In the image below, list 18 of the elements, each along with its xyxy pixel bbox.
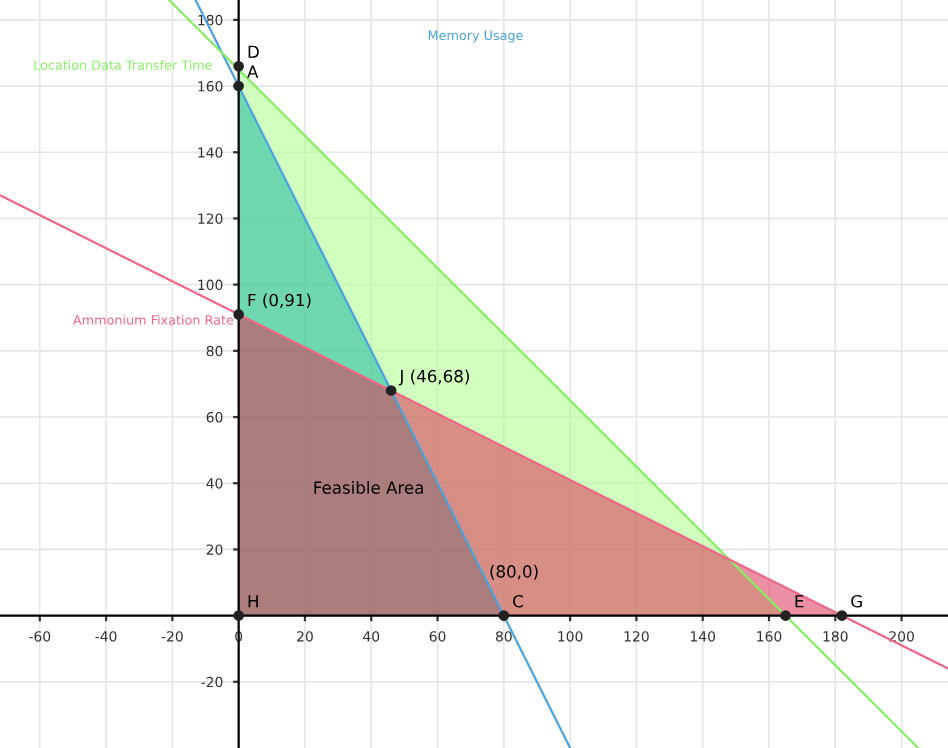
point	[836, 610, 848, 621]
annotation: C	[513, 594, 523, 608]
annotation: G	[851, 594, 862, 608]
point	[233, 610, 244, 621]
annotation: J (46,68)	[398, 369, 469, 386]
point	[233, 309, 244, 320]
annotation: (80,0)	[490, 564, 538, 580]
annotation: H	[248, 595, 258, 608]
annotation: F (0,91)	[248, 293, 311, 309]
annotation: E	[795, 595, 804, 608]
annotation: Feasible Area	[314, 481, 423, 494]
point	[385, 385, 397, 396]
point	[233, 80, 244, 92]
point	[498, 610, 510, 621]
annotation: D	[248, 45, 259, 58]
point	[780, 610, 791, 621]
annotation: A	[247, 65, 259, 78]
point	[233, 60, 244, 72]
